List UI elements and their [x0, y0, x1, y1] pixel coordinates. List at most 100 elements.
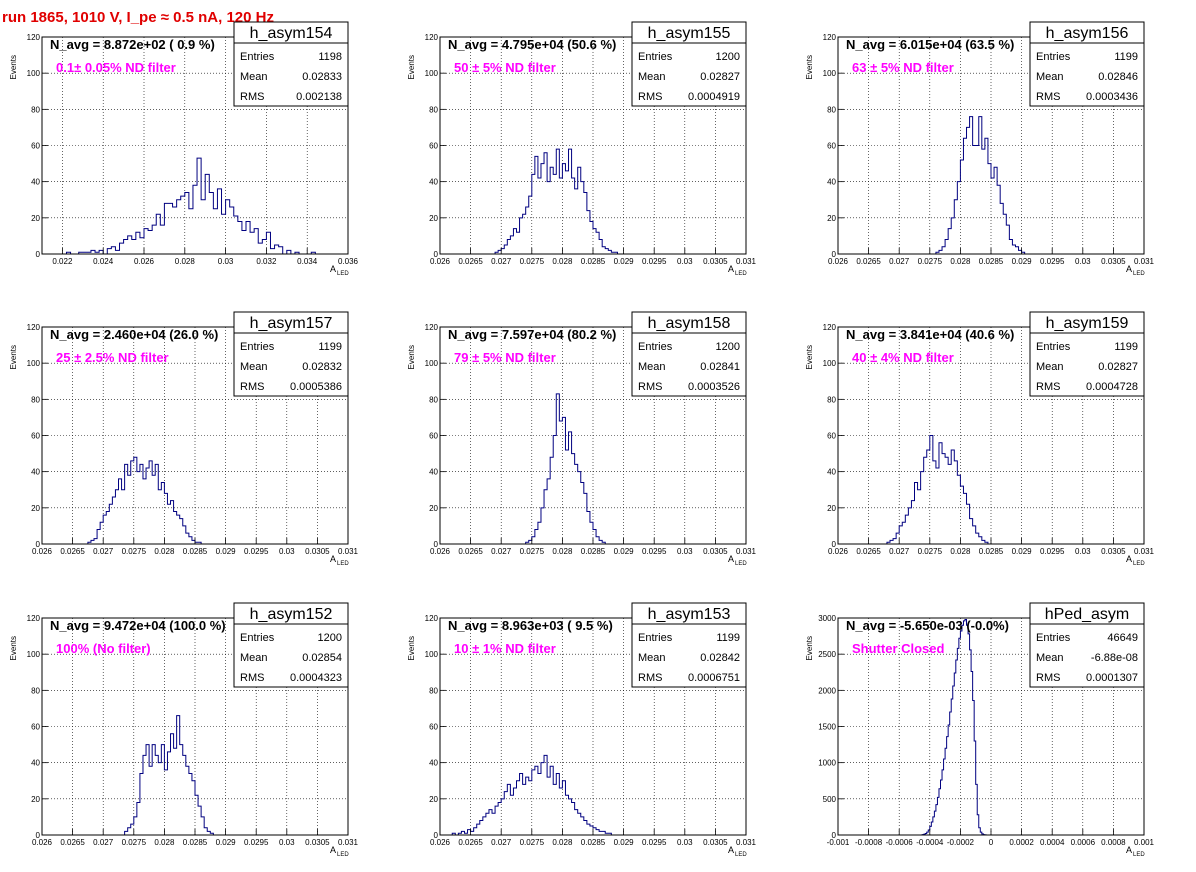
x-axis-label-subscript: LED	[337, 852, 349, 858]
x-tick-label: 0.03	[677, 838, 693, 847]
y-tick-label: 80	[31, 105, 40, 114]
stats-box-title: h_asym156	[1046, 25, 1129, 42]
stats-box	[233, 311, 349, 397]
stats-label: Mean	[240, 652, 268, 664]
stats-box	[1029, 311, 1145, 397]
y-axis-label: Events	[407, 345, 416, 369]
navg-label: N_avg = 2.460e+04 (26.0 %)	[50, 327, 218, 342]
y-axis-label: Events	[9, 345, 18, 369]
stats-box-title: h_asym152	[250, 606, 333, 623]
filter-label: 79 ± 5% ND filter	[454, 350, 556, 365]
x-tick-label: 0.026	[430, 838, 451, 847]
stats-box	[1029, 602, 1145, 688]
x-tick-label: 0.03	[677, 547, 693, 556]
x-tick-label: -0.0004	[916, 838, 944, 847]
x-tick-label: 0.027	[889, 257, 910, 266]
y-tick-label: 0	[434, 540, 439, 549]
x-tick-label: 0.028	[175, 257, 196, 266]
y-tick-label: 40	[31, 759, 40, 768]
x-tick-label: 0.0305	[703, 257, 728, 266]
histogram-panel-h_asym154: 0.022 0.024 0.026 0.028 0.03 0.032 0.034 0.036 0…	[9, 21, 359, 277]
navg-label: N_avg = 6.015e+04 (63.5 %)	[846, 37, 1014, 52]
stats-label: Mean	[638, 361, 666, 373]
x-tick-label: 0.03	[1075, 257, 1091, 266]
x-axis-label: A	[1126, 845, 1132, 855]
stats-value: 0.0006751	[688, 672, 740, 684]
x-tick-label: 0.0006	[1071, 838, 1096, 847]
stats-label: Mean	[638, 71, 666, 83]
stats-box-title: h_asym155	[648, 25, 731, 42]
x-tick-label: 0.026	[430, 547, 451, 556]
filter-label: 100% (No filter)	[56, 641, 151, 656]
x-axis-label-subscript: LED	[337, 561, 349, 567]
y-tick-label: 100	[27, 650, 41, 659]
stats-value: 46649	[1107, 632, 1138, 644]
stats-label: Entries	[240, 51, 275, 63]
stats-value: 1200	[318, 632, 342, 644]
stats-box-title: h_asym154	[250, 25, 333, 42]
x-tick-label: 0.026	[32, 547, 53, 556]
x-axis-label: A	[330, 845, 336, 855]
y-tick-label: 100	[425, 359, 439, 368]
x-tick-label: 0.03	[1075, 547, 1091, 556]
x-tick-label: 0.026	[430, 257, 451, 266]
x-axis-label: A	[1126, 554, 1132, 564]
x-tick-label: 0.026	[828, 257, 849, 266]
y-axis-label: Events	[9, 55, 18, 79]
x-tick-label: 0.0295	[642, 257, 667, 266]
x-tick-label: 0.027	[491, 257, 512, 266]
y-tick-label: 120	[823, 33, 837, 42]
y-tick-label: 120	[27, 323, 41, 332]
x-tick-label: 0.0265	[856, 257, 881, 266]
y-tick-label: 80	[429, 686, 438, 695]
x-tick-label: 0.0285	[979, 257, 1004, 266]
histogram-panel-hPed_asym: -0.001 -0.0008 -0.0006 -0.0004 -0.0002 0 0.000…	[805, 602, 1155, 858]
x-tick-label: 0.032	[256, 257, 277, 266]
stats-label: Entries	[638, 341, 673, 353]
x-tick-label: 0.028	[950, 547, 971, 556]
x-tick-label: 0.0285	[979, 547, 1004, 556]
stats-value: 1199	[1114, 341, 1138, 353]
x-tick-label: 0.0295	[642, 838, 667, 847]
stats-label: RMS	[1036, 672, 1060, 684]
y-tick-label: 20	[429, 214, 438, 223]
x-tick-label: 0.0305	[1101, 547, 1126, 556]
x-tick-label: 0.027	[93, 838, 114, 847]
filter-label: 50 ± 5% ND filter	[454, 60, 556, 75]
stats-label: RMS	[240, 672, 264, 684]
x-tick-label: 0.03	[677, 257, 693, 266]
x-tick-label: 0.027	[491, 547, 512, 556]
y-tick-label: 40	[827, 468, 836, 477]
navg-label: N_avg = 7.597e+04 (80.2 %)	[448, 327, 616, 342]
y-tick-label: 120	[425, 614, 439, 623]
x-tick-label: 0.0295	[244, 547, 269, 556]
stats-label: Mean	[1036, 652, 1064, 664]
x-tick-label: 0.028	[552, 838, 573, 847]
stats-box	[631, 21, 747, 107]
x-tick-label: 0.028	[950, 257, 971, 266]
stats-value: 0.0004919	[688, 91, 740, 103]
y-tick-label: 60	[827, 142, 836, 151]
stats-value: 0.02832	[302, 361, 342, 373]
y-tick-label: 40	[429, 759, 438, 768]
x-axis-label-subscript: LED	[735, 561, 747, 567]
y-tick-label: 40	[429, 468, 438, 477]
stats-value: 0.02841	[700, 361, 740, 373]
stats-value: 0.002138	[296, 91, 342, 103]
stats-label: Mean	[240, 361, 268, 373]
x-tick-label: 0.0275	[918, 257, 943, 266]
navg-label: N_avg = 9.472e+04 (100.0 %)	[50, 618, 226, 633]
filter-label: 40 ± 4% ND filter	[852, 350, 954, 365]
x-tick-label: 0.028	[552, 257, 573, 266]
navg-label: N_avg = 3.841e+04 (40.6 %)	[846, 327, 1014, 342]
y-tick-label: 120	[425, 323, 439, 332]
x-tick-label: 0.0285	[581, 838, 606, 847]
x-tick-label: 0.0305	[305, 547, 330, 556]
x-tick-label: 0.029	[614, 838, 635, 847]
navg-label: N_avg = 8.963e+03 ( 9.5 %)	[448, 618, 613, 633]
x-tick-label: 0.029	[216, 838, 237, 847]
stats-value: 1199	[1114, 51, 1138, 63]
histogram-line	[886, 435, 991, 545]
x-tick-label: 0.0285	[581, 547, 606, 556]
